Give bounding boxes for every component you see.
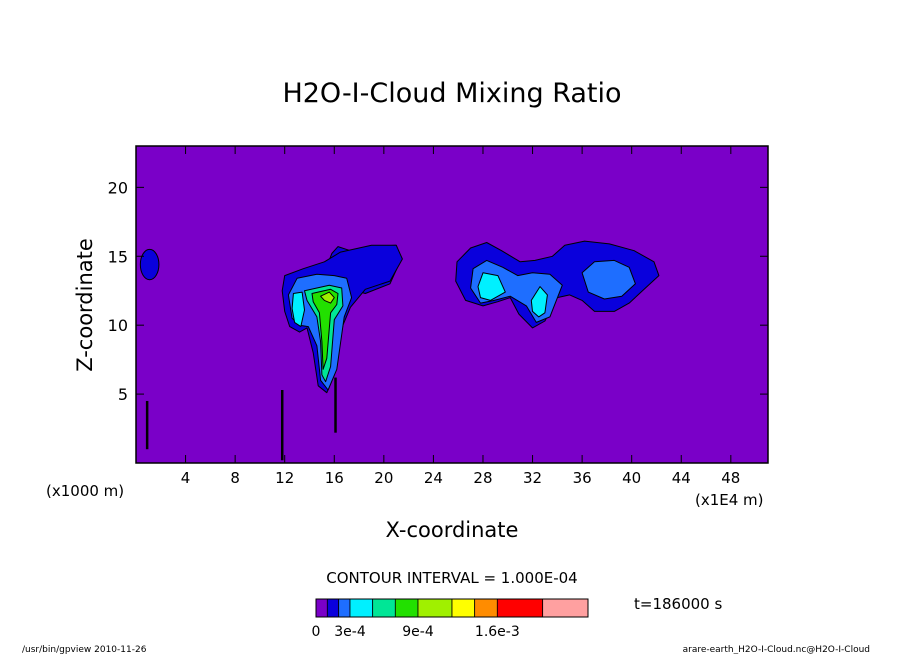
footer-left: /usr/bin/gpview 2010-11-26 <box>22 645 147 654</box>
colorbar-label: 3e-4 <box>334 624 366 640</box>
time-text: t=186000 s <box>634 595 722 613</box>
x-tick-label: 44 <box>672 469 691 487</box>
colorbar-swatch <box>326 598 340 618</box>
contour-region-right-anvil-cyan-1 <box>477 272 506 301</box>
footer-right: arare-earth_H2O-I-Cloud.nc@H2O-I-Cloud <box>683 645 870 654</box>
colorbar-swatch <box>417 598 453 618</box>
x-tick-label: 32 <box>523 469 542 487</box>
contour-stripes <box>145 377 337 461</box>
colorbar <box>315 598 589 618</box>
y-tick-label: 10 <box>108 316 128 335</box>
colorbar-labels: 0 3e-4 9e-4 1.6e-3 <box>312 624 520 640</box>
contour-region-left-anvil-green <box>311 288 339 370</box>
x-tick-label: 24 <box>424 469 443 487</box>
colorbar-swatch <box>372 598 396 618</box>
y-tick-label: 5 <box>118 385 128 404</box>
contour-region-right-anvil-cyan-2 <box>530 286 548 318</box>
y-axis-label: Z-coordinate <box>73 238 97 372</box>
x-tick-label: 20 <box>374 469 393 487</box>
colorbar-label: 0 <box>312 624 321 640</box>
colorbar-label: 9e-4 <box>402 624 434 640</box>
colorbar-frame <box>315 598 589 618</box>
colorbar-swatch <box>349 598 374 618</box>
plot-background <box>136 146 768 463</box>
x-tick-label: 40 <box>622 469 641 487</box>
y-axis-ticks: 5 10 15 20 <box>108 178 768 404</box>
colorbar-swatch <box>338 598 351 618</box>
colorbar-swatch <box>451 598 476 618</box>
x-tick-label: 28 <box>473 469 492 487</box>
x-tick-label: 36 <box>573 469 592 487</box>
x-unit-right: (x1E4 m) <box>695 491 764 509</box>
colorbar-swatch <box>496 598 544 618</box>
x-tick-label: 8 <box>230 469 240 487</box>
contour-region-small-blob <box>139 248 160 281</box>
contour-regions <box>139 240 660 394</box>
x-tick-label: 48 <box>721 469 740 487</box>
x-tick-label: 4 <box>181 469 191 487</box>
colorbar-swatch <box>315 598 328 618</box>
x-unit-left: (x1000 m) <box>46 482 124 500</box>
x-tick-label: 12 <box>275 469 294 487</box>
colorbar-swatch <box>394 598 419 618</box>
y-tick-label: 15 <box>108 247 128 266</box>
contour-region-left-anvil-cyan <box>291 291 305 328</box>
x-axis-label: X-coordinate <box>386 518 519 542</box>
chart-title: H2O-I-Cloud Mixing Ratio <box>282 78 621 109</box>
contour-region-right-anvil-light-2 <box>581 259 636 300</box>
x-axis-ticks: 4 8 12 16 20 24 28 32 36 40 44 48 <box>181 146 740 487</box>
contour-region-left-anvil-yellowgreen <box>320 291 335 304</box>
colorbar-swatch <box>474 598 498 618</box>
x-tick-label: 16 <box>325 469 344 487</box>
colorbar-label: 1.6e-3 <box>475 624 520 640</box>
plot-frame <box>135 145 769 464</box>
contour-interval-text: CONTOUR INTERVAL = 1.000E-04 <box>326 569 577 587</box>
y-tick-label: 20 <box>108 178 128 197</box>
colorbar-swatch <box>542 598 589 618</box>
